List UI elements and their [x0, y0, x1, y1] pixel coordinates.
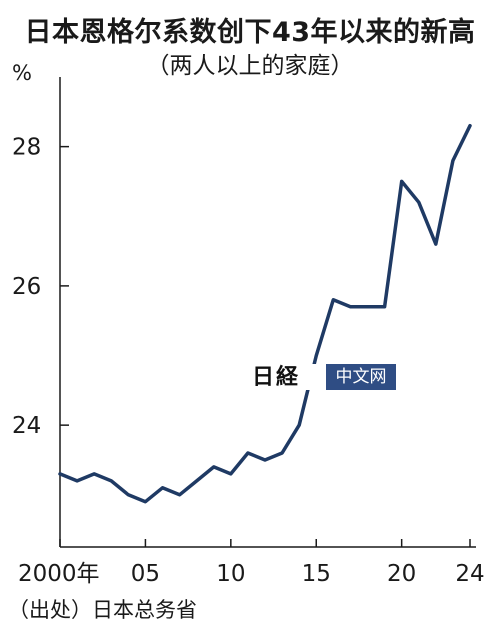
data-point: [400, 180, 403, 183]
data-point: [144, 500, 147, 503]
y-tick-label: 24: [12, 413, 41, 439]
y-unit-label: %: [12, 61, 32, 85]
data-point: [195, 479, 198, 483]
data-point: [332, 298, 335, 302]
watermark-badge: 中文网: [326, 364, 396, 390]
chart-subtitle: （两人以上的家庭）: [146, 53, 354, 79]
data-point: [349, 305, 352, 308]
data-point: [315, 354, 318, 357]
chart-title: 日本恩格尔系数创下43年以来的新高: [24, 17, 476, 48]
data-point: [451, 159, 455, 162]
data-point: [75, 479, 79, 483]
x-tick-label: 05: [131, 561, 160, 587]
data-point: [246, 451, 250, 455]
data-point: [212, 465, 215, 469]
data-point: [229, 472, 233, 476]
y-tick-label: 26: [12, 274, 41, 300]
data-point: [127, 493, 130, 496]
x-tick-label: 10: [216, 561, 245, 587]
data-point: [161, 486, 164, 490]
data-point: [383, 305, 386, 308]
watermark-logo: 日経: [226, 364, 326, 390]
watermark: 日経 中文网: [226, 364, 396, 390]
x-tick-label: 20: [387, 561, 416, 587]
series-line: [58, 123, 472, 504]
data-point: [92, 472, 96, 476]
x-tick-label: 24: [455, 561, 484, 587]
data-point: [58, 472, 62, 476]
data-point: [434, 242, 438, 246]
data-point: [263, 458, 267, 462]
x-tick-label: 15: [302, 561, 331, 587]
data-point: [468, 124, 472, 127]
x-tick-label: 2000年: [18, 561, 100, 587]
data-point: [297, 423, 301, 427]
data-point: [417, 201, 420, 204]
source-note: （出处）日本总务省: [8, 598, 197, 622]
data-point: [280, 451, 284, 455]
data-point: [178, 493, 181, 496]
y-tick-label: 28: [12, 135, 41, 161]
data-point: [366, 305, 369, 308]
data-point: [110, 479, 113, 483]
